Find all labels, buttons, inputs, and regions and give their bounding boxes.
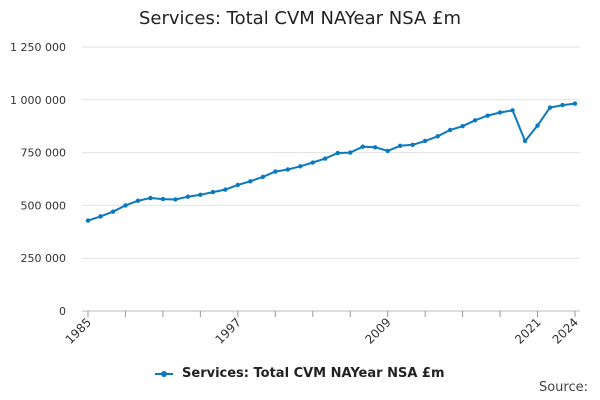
data-point[interactable] <box>447 127 453 133</box>
data-point[interactable] <box>485 113 490 118</box>
x-tick-label: 2021 <box>512 315 543 346</box>
data-point[interactable] <box>273 169 278 174</box>
y-tick-label: 500 000 <box>21 199 67 212</box>
data-point[interactable] <box>135 198 141 203</box>
data-point[interactable] <box>397 143 403 149</box>
source-label: Source: <box>538 380 588 395</box>
x-tick-label: 1985 <box>63 315 94 346</box>
data-point[interactable] <box>497 110 503 115</box>
legend: Services: Total CVM NAYear NSA £m <box>0 366 600 381</box>
data-point[interactable] <box>385 148 390 154</box>
data-point[interactable] <box>422 138 428 144</box>
y-tick-label: 1 250 000 <box>10 41 66 54</box>
data-point[interactable] <box>360 144 365 149</box>
data-point[interactable] <box>235 182 241 188</box>
data-point[interactable] <box>510 108 515 113</box>
data-point[interactable] <box>173 197 178 202</box>
data-point[interactable] <box>560 102 565 108</box>
x-axis: 1985 1997 2009 2021 2024 <box>63 311 581 347</box>
y-tick-label: 750 000 <box>21 147 67 160</box>
x-tick-label: 2024 <box>550 315 581 346</box>
data-point[interactable] <box>323 156 328 161</box>
data-point[interactable] <box>210 189 216 195</box>
data-point[interactable] <box>310 160 315 165</box>
data-point[interactable] <box>535 123 540 128</box>
legend-label: Services: Total CVM NAYear NSA £m <box>182 366 445 381</box>
data-point[interactable] <box>373 145 378 150</box>
data-point[interactable] <box>185 194 191 199</box>
data-point[interactable] <box>85 218 91 223</box>
x-tick-label: 1997 <box>212 315 243 346</box>
data-point[interactable] <box>298 164 303 169</box>
data-point[interactable] <box>522 138 528 144</box>
data-point[interactable] <box>285 167 290 172</box>
data-point[interactable] <box>160 196 166 202</box>
data-point[interactable] <box>248 179 253 184</box>
y-tick-label: 0 <box>59 305 66 318</box>
data-point[interactable] <box>410 142 415 147</box>
y-tick-label: 1 000 000 <box>10 94 66 107</box>
grid-lines <box>82 46 580 312</box>
data-point[interactable] <box>223 187 228 192</box>
chart-title: Services: Total CVM NAYear NSA £m <box>138 8 462 29</box>
data-point[interactable] <box>335 150 340 156</box>
data-point[interactable] <box>547 105 553 110</box>
data-point[interactable] <box>348 150 353 155</box>
data-point[interactable] <box>260 174 266 180</box>
y-axis: 0 250 000 500 000 750 000 1 000 000 1 250 000 <box>10 41 66 318</box>
data-point[interactable] <box>435 134 440 139</box>
series-layer <box>85 101 578 223</box>
legend-swatch <box>155 369 174 379</box>
data-point[interactable] <box>198 192 203 198</box>
y-tick-label: 250 000 <box>21 252 67 265</box>
data-point[interactable] <box>148 195 153 201</box>
x-tick-label: 2009 <box>362 315 393 346</box>
data-point[interactable] <box>572 101 578 106</box>
data-point[interactable] <box>472 118 478 123</box>
data-point[interactable] <box>98 214 103 219</box>
data-point[interactable] <box>110 209 116 214</box>
series-line <box>87 102 576 222</box>
data-point[interactable] <box>123 203 128 208</box>
data-point[interactable] <box>460 124 465 129</box>
